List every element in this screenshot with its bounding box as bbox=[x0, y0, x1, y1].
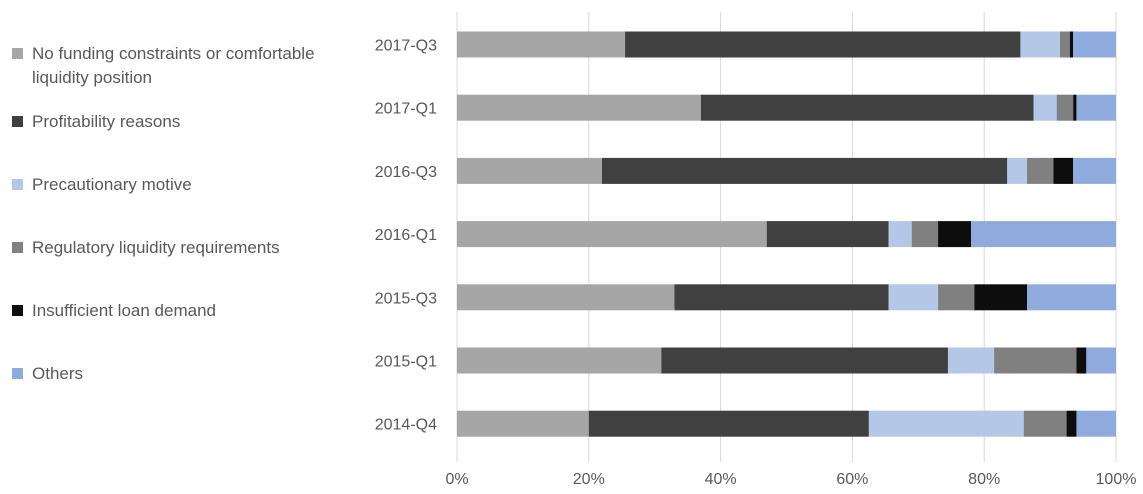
legend-label: Insufficient loan demand bbox=[32, 301, 216, 320]
legend-swatch bbox=[12, 116, 23, 127]
legend-item-precautionary-motive: Precautionary motive bbox=[12, 173, 362, 197]
legend-item-profitability-reasons: Profitability reasons bbox=[12, 110, 362, 134]
bar-2015-q1-no-funding-constraints-or-comf bbox=[457, 347, 662, 374]
bar-2017-q1-regulatory-liquidity-requireme bbox=[1056, 94, 1074, 121]
bar-2015-q3-precautionary-motive bbox=[888, 284, 939, 311]
x-tick-label: 80% bbox=[968, 471, 1000, 488]
bar-2015-q1-profitability-reasons bbox=[661, 347, 948, 374]
bar-2015-q3-profitability-reasons bbox=[674, 284, 889, 311]
bar-2014-q4-no-funding-constraints-or-comf bbox=[457, 410, 589, 437]
bar-2016-q3-others bbox=[1073, 157, 1116, 184]
bar-2017-q1-profitability-reasons bbox=[700, 94, 1034, 121]
bar-2017-q3-regulatory-liquidity-requireme bbox=[1059, 31, 1070, 58]
bar-2016-q3-precautionary-motive bbox=[1007, 157, 1028, 184]
x-tick-label: 60% bbox=[836, 471, 868, 488]
y-tick-label: 2015-Q3 bbox=[375, 290, 437, 307]
category-axis-labels: 2017-Q3 2017-Q1 2016-Q3 2016-Q1 2015-Q3 2015-… bbox=[375, 38, 437, 434]
bar-2015-q3-no-funding-constraints-or-comf bbox=[457, 284, 675, 311]
legend-label: Precautionary motive bbox=[32, 175, 192, 194]
bar-2016-q1-regulatory-liquidity-requireme bbox=[911, 221, 939, 248]
bar-2017-q1-no-funding-constraints-or-comf bbox=[457, 94, 701, 121]
y-tick-label: 2017-Q1 bbox=[375, 101, 437, 118]
y-tick-label: 2016-Q3 bbox=[375, 164, 437, 181]
bar-2014-q4-others bbox=[1076, 410, 1116, 437]
bar-2014-q4-precautionary-motive bbox=[868, 410, 1024, 437]
bar-2015-q1-regulatory-liquidity-requireme bbox=[994, 347, 1077, 374]
legend-swatch bbox=[12, 242, 23, 253]
bar-2016-q1-precautionary-motive bbox=[888, 221, 912, 248]
value-axis-labels: 0% 20% 40% 60% 80% 100% bbox=[445, 471, 1136, 488]
bar-2014-q4-regulatory-liquidity-requireme bbox=[1023, 410, 1067, 437]
legend-item-regulatory-liquidity-requirements: Regulatory liquidity requirements bbox=[12, 236, 362, 260]
bar-2016-q3-insufficient-loan-demand bbox=[1053, 157, 1074, 184]
bar-2016-q3-profitability-reasons bbox=[601, 157, 1008, 184]
bar-2016-q1-profitability-reasons bbox=[766, 221, 889, 248]
bar-2016-q3-regulatory-liquidity-requireme bbox=[1027, 157, 1054, 184]
bar-2017-q3-profitability-reasons bbox=[625, 31, 1021, 58]
bar-2016-q1-no-funding-constraints-or-comf bbox=[457, 221, 767, 248]
legend-item-no-funding-constraints: No funding constraints or comfortable li… bbox=[12, 42, 362, 90]
legend-label: Regulatory liquidity requirements bbox=[32, 238, 280, 257]
x-tick-label: 100% bbox=[1096, 471, 1137, 488]
bar-2017-q3-precautionary-motive bbox=[1020, 31, 1060, 58]
bar-2014-q4-insufficient-loan-demand bbox=[1066, 410, 1077, 437]
bar-2015-q1-insufficient-loan-demand bbox=[1076, 347, 1087, 374]
bar-2015-q1-others bbox=[1086, 347, 1116, 374]
bar-2017-q1-insufficient-loan-demand bbox=[1073, 94, 1077, 121]
bar-2016-q1-others bbox=[971, 221, 1116, 248]
legend-item-insufficient-loan-demand: Insufficient loan demand bbox=[12, 299, 362, 323]
legend-item-others: Others bbox=[12, 362, 362, 386]
bar-2015-q1-precautionary-motive bbox=[947, 347, 995, 374]
legend-swatch bbox=[12, 179, 23, 190]
bar-2015-q3-regulatory-liquidity-requireme bbox=[938, 284, 975, 311]
x-tick-label: 0% bbox=[445, 471, 468, 488]
legend-swatch bbox=[12, 305, 23, 316]
bar-2016-q3-no-funding-constraints-or-comf bbox=[457, 157, 602, 184]
bar-2017-q3-no-funding-constraints-or-comf bbox=[457, 31, 626, 58]
y-tick-label: 2014-Q4 bbox=[375, 417, 437, 434]
bar-2016-q1-insufficient-loan-demand bbox=[938, 221, 972, 248]
bar-2017-q1-others bbox=[1076, 94, 1116, 121]
bars-layer bbox=[457, 31, 1116, 437]
bar-2015-q3-others bbox=[1027, 284, 1116, 311]
bar-2015-q3-insufficient-loan-demand bbox=[974, 284, 1028, 311]
x-tick-label: 20% bbox=[573, 471, 605, 488]
legend-label: Profitability reasons bbox=[32, 112, 181, 131]
legend-label: No funding constraints or comfortable li… bbox=[32, 44, 315, 87]
y-tick-label: 2017-Q3 bbox=[375, 38, 437, 55]
bar-2017-q1-precautionary-motive bbox=[1033, 94, 1057, 121]
x-tick-label: 40% bbox=[705, 471, 737, 488]
legend-label: Others bbox=[32, 364, 84, 383]
y-tick-label: 2015-Q1 bbox=[375, 354, 437, 371]
legend-swatch bbox=[12, 48, 23, 59]
bar-2017-q3-insufficient-loan-demand bbox=[1069, 31, 1074, 58]
y-tick-label: 2016-Q1 bbox=[375, 227, 437, 244]
bar-2014-q4-profitability-reasons bbox=[588, 410, 869, 437]
legend-swatch bbox=[12, 368, 23, 379]
bar-2017-q3-others bbox=[1073, 31, 1116, 58]
